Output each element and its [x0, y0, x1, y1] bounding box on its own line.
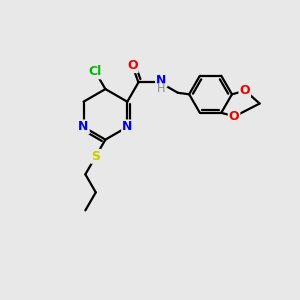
Text: S: S: [91, 150, 100, 163]
Text: H: H: [157, 84, 166, 94]
Text: N: N: [156, 74, 166, 86]
Text: O: O: [127, 59, 138, 72]
Text: O: O: [229, 110, 239, 124]
Text: O: O: [239, 84, 250, 97]
Text: Cl: Cl: [88, 65, 102, 78]
Text: N: N: [122, 121, 133, 134]
Text: N: N: [78, 121, 89, 134]
